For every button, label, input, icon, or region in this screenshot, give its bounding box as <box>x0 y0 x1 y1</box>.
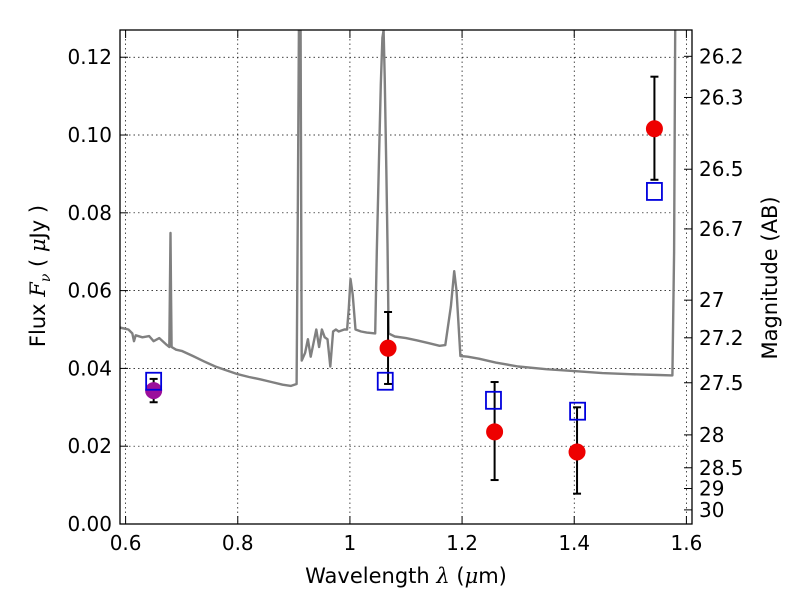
mag-tick-label: 26.5 <box>699 157 744 181</box>
observed-point <box>379 339 397 357</box>
model-photometry-square <box>569 401 586 421</box>
model-photometry-square <box>646 182 663 201</box>
mag-tick-label: 28 <box>699 423 724 447</box>
model-photometry-square <box>145 371 163 391</box>
model-photometry-square <box>376 371 394 391</box>
y-tick-label: 0.00 <box>67 512 112 536</box>
plot-frame <box>119 29 693 525</box>
observed-point <box>486 423 504 441</box>
y-tick-label: 0.02 <box>67 434 112 458</box>
x-tick-label: 1.6 <box>670 531 702 555</box>
x-tick-label: 1.4 <box>558 531 590 555</box>
x-tick-label: 0.8 <box>222 531 254 555</box>
right-axis-title: Magnitude (AB) <box>758 196 782 359</box>
x-axis-title: Wavelength λ (μm) <box>305 564 507 588</box>
y-tick-label: 0.04 <box>67 356 112 380</box>
x-tick-label: 0.6 <box>110 531 142 555</box>
axis-ticks: 0.6 0.8 1 1.2 1.4 1.6 0.00 0.02 0.04 0.06 0.08 0.10… <box>67 30 744 555</box>
mag-tick-label: 28.5 <box>699 456 744 480</box>
observed-point <box>568 443 586 461</box>
y-tick-label: 0.10 <box>67 123 112 147</box>
mag-tick-label: 26.3 <box>699 85 744 109</box>
mag-tick-label: 30 <box>699 498 724 522</box>
plot-area <box>120 30 677 495</box>
grid-lines <box>120 30 692 524</box>
plot-clip-group <box>120 30 677 495</box>
y-tick-label: 0.06 <box>67 279 112 303</box>
model-photometry-square <box>485 390 502 410</box>
mag-tick-label: 26.7 <box>699 217 744 241</box>
x-tick-label: 1 <box>344 531 357 555</box>
y-tick-label: 0.08 <box>67 201 112 225</box>
mag-tick-label: 27.5 <box>699 371 744 395</box>
mag-tick-label: 27.2 <box>699 326 744 350</box>
mag-tick-label: 26.2 <box>699 44 744 68</box>
x-tick-label: 1.2 <box>446 531 478 555</box>
mag-tick-label: 27 <box>699 288 724 312</box>
mag-tick-label: 29 <box>699 477 724 501</box>
observed-point <box>645 120 663 138</box>
y-axis-title: Flux Fν ( μJy ) <box>26 205 54 347</box>
y-tick-label: 0.12 <box>67 45 112 69</box>
spectrum-line <box>120 30 677 388</box>
